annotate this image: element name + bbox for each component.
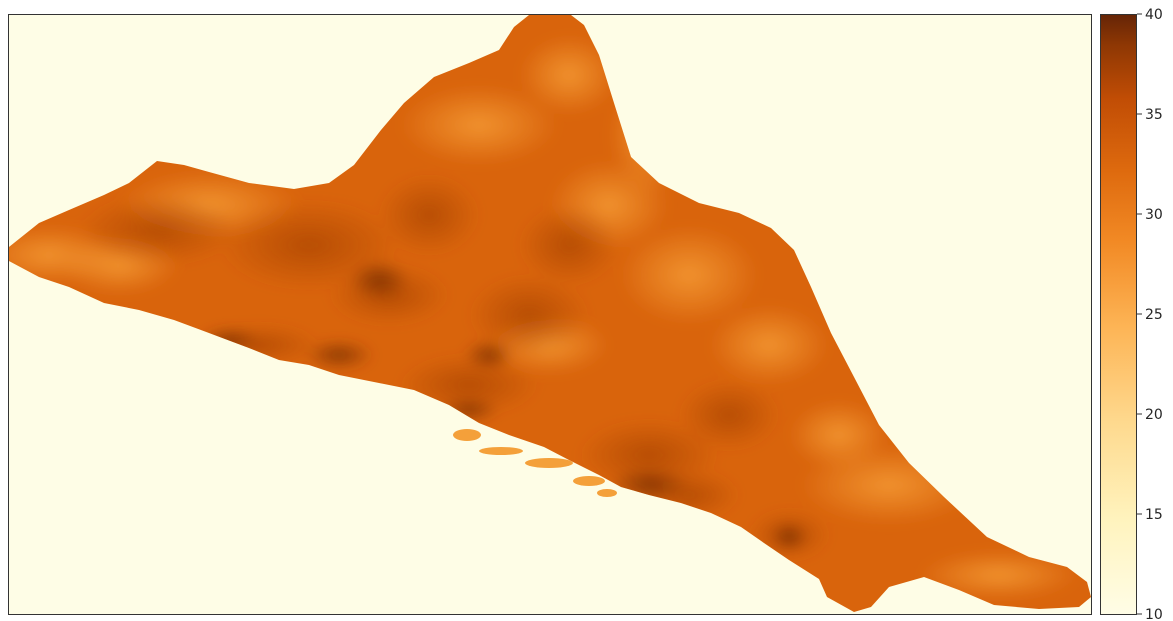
island-fragment-0 (453, 429, 481, 441)
plot-area (8, 14, 1092, 615)
colorbar-tick-label-40: 40 (1145, 7, 1163, 23)
cool-patch-5 (619, 225, 759, 325)
colorbar-tick-label-10: 10 (1145, 607, 1163, 621)
cool-patch-6 (709, 305, 829, 385)
warm-patch-1 (219, 200, 399, 290)
warm-patch-11 (679, 380, 779, 450)
island-fragment-1 (479, 447, 523, 455)
island-fragment-3 (573, 476, 605, 486)
cool-patch-3 (519, 35, 619, 115)
colorbar-tick-label-20: 20 (1145, 407, 1163, 423)
island-fragment-4 (597, 489, 617, 497)
hot-spot-4 (771, 523, 807, 551)
colorbar-tick-label-35: 35 (1145, 107, 1163, 123)
colorbar (1100, 14, 1137, 615)
cool-patch-8 (919, 550, 1079, 600)
heatmap-region (9, 15, 1091, 612)
cool-patch-12 (789, 400, 889, 470)
colorbar-tick-label-15: 15 (1145, 507, 1163, 523)
warm-patch-0 (79, 195, 239, 265)
hot-spot-1 (304, 340, 374, 370)
warm-patch-10 (519, 205, 619, 285)
warm-patch-9 (379, 175, 479, 255)
cool-patch-2 (399, 85, 559, 165)
colorbar-tick-label-25: 25 (1145, 307, 1163, 323)
warm-patch-4 (469, 275, 589, 355)
colorbar-tick-label-30: 30 (1145, 207, 1163, 223)
hot-spot-0 (349, 260, 409, 300)
island-fragment-2 (525, 458, 573, 468)
hot-spot-2 (464, 340, 514, 370)
